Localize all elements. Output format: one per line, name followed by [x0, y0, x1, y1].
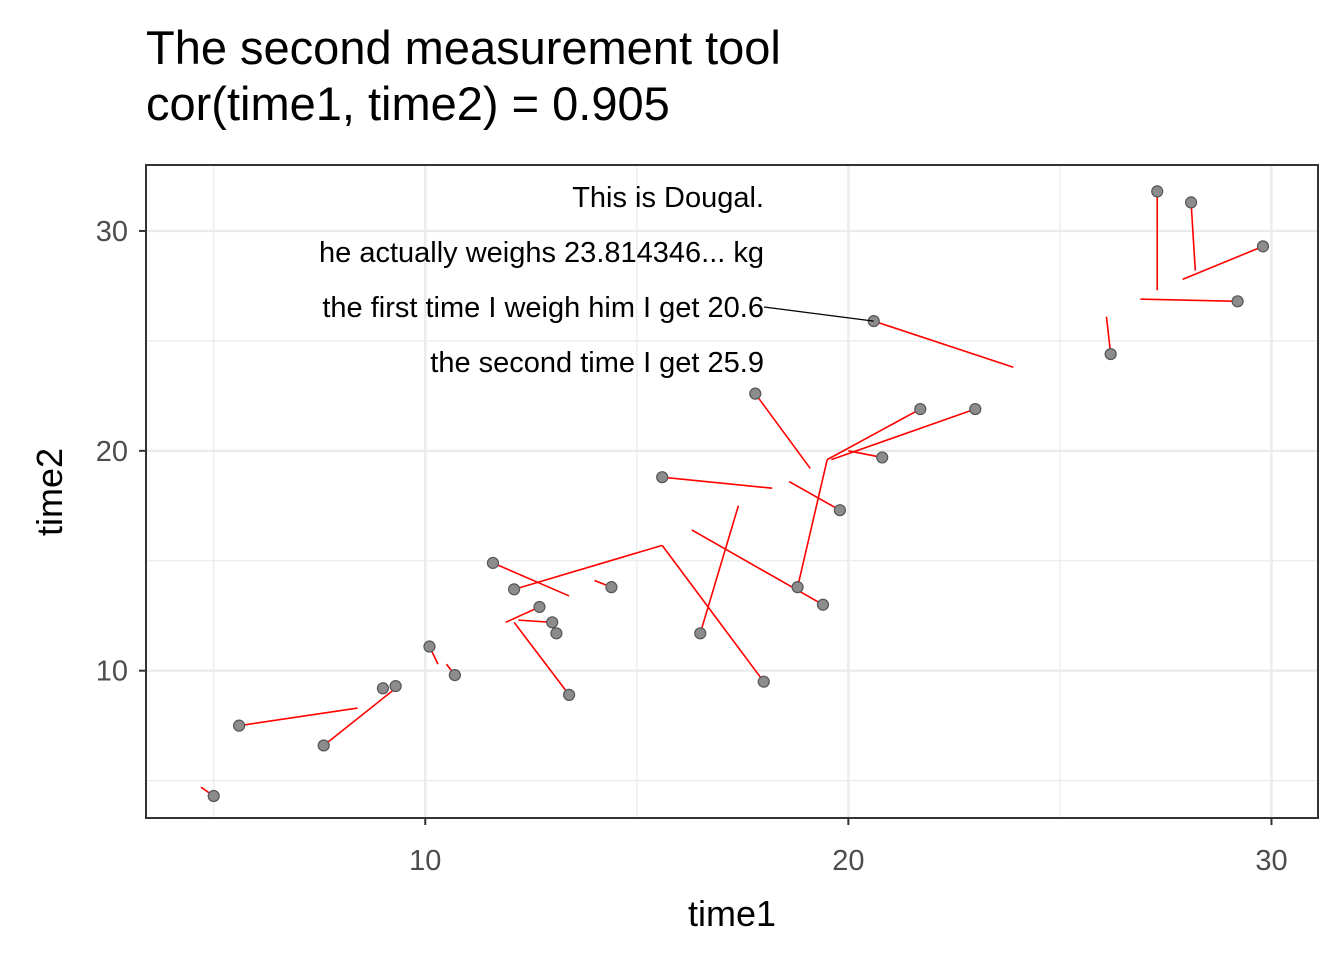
- measurement-segment: [796, 459, 828, 588]
- segments: [200, 191, 1264, 797]
- grid-minor: [146, 165, 1318, 818]
- axis-ticks: 10 20 30 10 20 30: [96, 216, 1288, 877]
- annotation-pointer: [763, 306, 874, 322]
- measurement-segment: [691, 529, 824, 606]
- data-point: [486, 556, 500, 570]
- data-point: [694, 627, 707, 640]
- data-point: [1151, 185, 1164, 198]
- data-point: [1231, 295, 1244, 308]
- x-tick-label: 20: [832, 845, 864, 877]
- panel-border: [145, 164, 1319, 819]
- measurement-segment: [826, 408, 921, 461]
- measurement-segment: [238, 707, 358, 727]
- measurement-segment: [1182, 245, 1264, 281]
- data-point: [605, 581, 618, 594]
- measurement-segment: [1140, 298, 1238, 303]
- annotation: This is Dougal. he actually weighs 23.814…: [319, 182, 874, 379]
- points: [207, 185, 1270, 803]
- annotation-line: the second time I get 25.9: [430, 347, 764, 379]
- data-point: [389, 679, 402, 693]
- measurement-segment: [513, 544, 663, 591]
- measurement-segment: [505, 606, 540, 624]
- measurement-segment: [788, 480, 841, 511]
- measurement-segment: [1190, 202, 1197, 271]
- y-tick-label: 10: [96, 656, 128, 688]
- data-point: [546, 616, 559, 629]
- y-tick-label: 30: [96, 216, 128, 248]
- measurement-segment: [873, 320, 1014, 369]
- measurement-segment: [661, 544, 765, 683]
- y-tick-label: 20: [96, 436, 128, 468]
- measurement-segment: [831, 408, 976, 461]
- data-point: [448, 668, 461, 682]
- measurement-segment: [492, 562, 570, 597]
- x-tick-label: 30: [1255, 845, 1287, 877]
- data-point: [550, 627, 563, 640]
- data-point: [876, 451, 889, 464]
- data-point: [423, 640, 436, 653]
- data-point: [376, 682, 390, 695]
- data-point: [207, 789, 220, 803]
- data-point: [563, 688, 576, 701]
- data-point: [317, 739, 330, 752]
- x-axis-title: time1: [688, 893, 776, 934]
- data-point: [1104, 347, 1117, 361]
- data-point: [232, 719, 246, 732]
- annotation-line: he actually weighs 23.814346... kg: [319, 237, 764, 269]
- data-point: [656, 471, 669, 484]
- grid-major: [146, 165, 1318, 818]
- data-point: [816, 598, 830, 611]
- measurement-segment: [662, 476, 773, 489]
- measurement-segment: [1105, 316, 1112, 355]
- data-point: [969, 402, 982, 416]
- data-point: [833, 504, 846, 517]
- y-axis-title: time2: [29, 448, 70, 536]
- measurement-segment: [754, 393, 811, 469]
- data-point: [757, 675, 770, 688]
- x-tick-label: 10: [409, 845, 441, 877]
- annotation-line: the first time I weigh him I get 20.6: [322, 292, 764, 324]
- data-point: [508, 583, 521, 596]
- data-point: [749, 387, 762, 400]
- annotation-line: This is Dougal.: [572, 182, 764, 214]
- data-point: [533, 600, 546, 614]
- data-point: [791, 581, 804, 594]
- measurement-segment: [699, 505, 740, 634]
- data-point: [1184, 196, 1198, 209]
- chart-subtitle: cor(time1, time2) = 0.905: [146, 77, 670, 130]
- measurement-segment: [323, 687, 397, 747]
- data-point: [1256, 240, 1270, 253]
- measurement-segment: [513, 621, 570, 696]
- chart-title: The second measurement tool: [146, 21, 781, 74]
- data-point: [914, 402, 927, 416]
